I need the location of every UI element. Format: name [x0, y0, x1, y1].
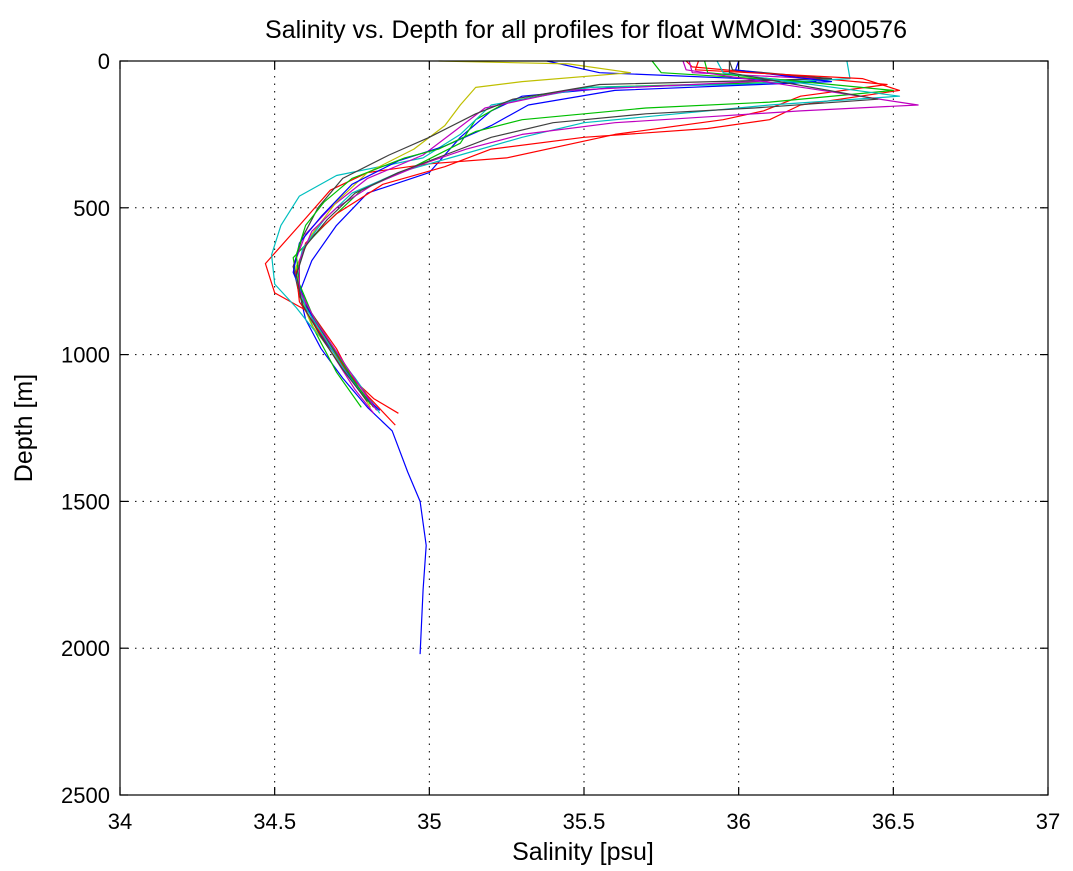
series-line-3: [292, 60, 808, 408]
series-line-1: [298, 60, 817, 655]
x-tick-label: 36.5: [872, 809, 915, 834]
x-tick-label: 34.5: [253, 809, 296, 834]
x-tick-label: 35.5: [563, 809, 606, 834]
series-line-9: [295, 60, 901, 426]
y-tick-label: 2000: [61, 636, 110, 661]
x-axis-label: Salinity [psu]: [512, 838, 654, 866]
x-tick-label: 34: [108, 809, 132, 834]
y-tick-label: 0: [98, 49, 110, 74]
tick-labels: 34 34.5 35 35.5 36 36.5 37 0 500 1000 1500 2000 2500: [61, 49, 1060, 834]
y-axis-label: Depth [m]: [10, 374, 38, 482]
series-line-7: [292, 60, 833, 408]
y-tick-label: 2500: [61, 783, 110, 808]
y-tick-label: 1000: [61, 343, 110, 368]
y-tick-label: 500: [73, 196, 110, 221]
x-tick-label: 36: [726, 809, 750, 834]
series-line-5: [292, 60, 817, 414]
x-tick-label: 35: [417, 809, 441, 834]
series-line-12: [298, 60, 919, 411]
chart-title: Salinity vs. Depth for all profiles for …: [265, 16, 907, 44]
ticks: [119, 60, 1049, 796]
series-line-2: [264, 60, 888, 414]
series-group: [264, 60, 919, 655]
series-line-6: [295, 60, 632, 408]
x-tick-label: 37: [1036, 809, 1060, 834]
series-line-10: [295, 60, 894, 405]
y-tick-label: 1500: [61, 489, 110, 514]
series-line-13: [295, 61, 879, 402]
grid: [120, 61, 1048, 795]
